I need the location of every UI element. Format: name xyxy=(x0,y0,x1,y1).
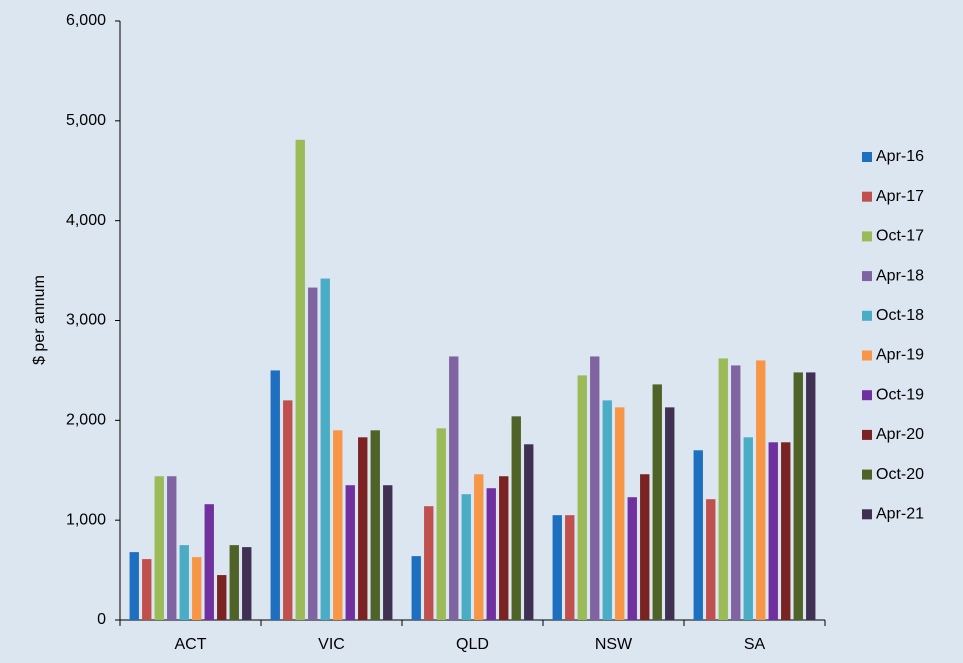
bar xyxy=(295,139,305,620)
bar xyxy=(615,407,625,620)
legend-label: Oct-19 xyxy=(876,386,924,403)
bar xyxy=(411,556,421,620)
y-tick-label: 5,000 xyxy=(66,112,106,129)
x-tick-label: SA xyxy=(744,636,766,653)
y-tick-label: 0 xyxy=(97,611,106,628)
bar xyxy=(577,375,587,620)
legend-label: Oct-20 xyxy=(876,466,924,483)
bar xyxy=(781,442,791,620)
bar xyxy=(204,504,214,620)
bar xyxy=(474,474,484,620)
legend-swatch xyxy=(862,271,872,282)
bar xyxy=(270,370,280,620)
bar xyxy=(756,360,766,620)
bar xyxy=(806,372,816,620)
legend-swatch xyxy=(862,390,872,401)
bar xyxy=(424,506,434,620)
bar xyxy=(793,372,803,620)
bar xyxy=(743,437,753,620)
bar xyxy=(217,575,227,620)
bar xyxy=(358,437,368,620)
x-tick-label: NSW xyxy=(595,636,633,653)
legend-label: Oct-17 xyxy=(876,228,924,245)
bar xyxy=(652,384,662,620)
x-tick-label: QLD xyxy=(456,636,489,653)
legend-swatch xyxy=(862,429,872,440)
legend-label: Oct-18 xyxy=(876,307,924,324)
bar xyxy=(524,444,534,620)
bar xyxy=(242,547,252,620)
bar xyxy=(179,545,189,620)
legend-label: Apr-18 xyxy=(876,267,924,284)
y-tick-label: 1,000 xyxy=(66,511,106,528)
bar xyxy=(320,278,330,620)
bar xyxy=(229,545,239,620)
legend-label: Apr-21 xyxy=(876,506,924,523)
bar xyxy=(383,485,393,620)
legend-swatch xyxy=(862,469,872,480)
bar xyxy=(370,430,380,620)
legend-swatch xyxy=(862,191,872,202)
bar xyxy=(693,450,703,620)
bar xyxy=(129,552,139,620)
y-axis-label: $ per annum xyxy=(31,275,48,365)
bar xyxy=(449,356,459,620)
x-tick-label: VIC xyxy=(318,636,345,653)
x-tick-label: ACT xyxy=(175,636,207,653)
bar xyxy=(565,515,575,620)
bar xyxy=(731,365,741,620)
legend-label: Apr-16 xyxy=(876,148,924,165)
legend-label: Apr-20 xyxy=(876,426,924,443)
bar xyxy=(640,474,650,620)
legend-swatch xyxy=(862,310,872,321)
bar xyxy=(461,494,471,620)
y-tick-label: 4,000 xyxy=(66,212,106,229)
legend-label: Apr-17 xyxy=(876,188,924,205)
bar xyxy=(436,428,446,620)
y-tick-label: 6,000 xyxy=(66,12,106,29)
legend-label: Apr-19 xyxy=(876,347,924,364)
bar xyxy=(154,476,164,620)
legend-swatch xyxy=(862,350,872,361)
bar xyxy=(602,400,612,620)
y-tick-label: 2,000 xyxy=(66,412,106,429)
bar xyxy=(308,287,318,620)
bar xyxy=(142,559,152,620)
bar xyxy=(345,485,355,620)
bar xyxy=(590,356,600,620)
bar xyxy=(486,488,496,620)
bar xyxy=(627,497,637,620)
bar xyxy=(283,400,293,620)
bar xyxy=(167,476,177,620)
y-tick-label: 3,000 xyxy=(66,312,106,329)
bar xyxy=(768,442,778,620)
bar xyxy=(499,476,509,620)
legend-swatch xyxy=(862,509,872,520)
bar xyxy=(552,515,562,620)
bar xyxy=(706,499,716,620)
bar xyxy=(665,407,675,620)
bar xyxy=(718,358,728,620)
bar xyxy=(192,557,202,620)
bar xyxy=(511,416,521,620)
legend-swatch xyxy=(862,231,872,242)
bar xyxy=(333,430,343,620)
legend-swatch xyxy=(862,152,872,162)
